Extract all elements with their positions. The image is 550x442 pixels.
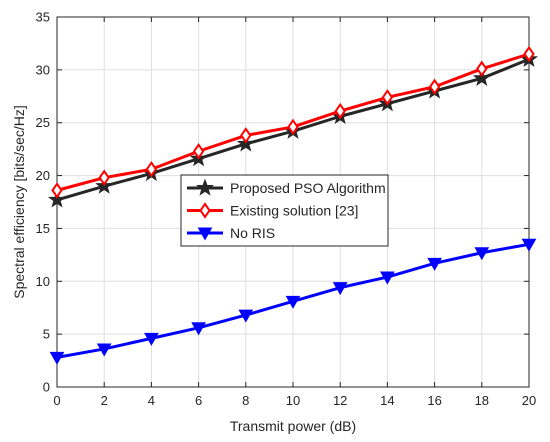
legend-label-proposed-pso-algorithm: Proposed PSO Algorithm [230,180,386,196]
y-tick-label: 10 [36,274,50,289]
y-tick-label: 25 [36,115,50,130]
legend-marker-existing-solution-23 [199,202,211,219]
data-point-existing-solution-23 [145,160,158,178]
x-axis-title: Transmit power (dB) [230,418,356,434]
data-point-existing-solution-23 [476,60,488,78]
legend-label-no-ris: No RIS [230,225,275,241]
data-point-existing-solution-23 [428,78,441,96]
axes: 0 2 4 6 8 10 12 14 16 18 20 0 5 10 15 20 25 30 35 [36,10,537,409]
x-tick-label: 2 [101,393,108,408]
data-point-no-ris [427,257,442,271]
data-point-existing-solution-23 [51,182,63,199]
legend: Proposed PSO Algorithm Existing solution … [180,174,389,247]
y-tick-label: 5 [43,327,50,342]
x-tick-label: 8 [242,393,249,408]
data-point-existing-solution-23 [334,102,346,120]
data-point-no-ris [521,238,537,252]
legend-marker-proposed-pso-algorithm [195,178,215,196]
data-point-no-ris [191,322,206,336]
x-tick-label: 6 [195,393,202,408]
x-tick-label: 18 [475,393,489,408]
data-point-existing-solution-23 [381,89,394,106]
data-point-proposed-pso-algorithm [472,68,491,86]
data-point-existing-solution-23 [240,127,252,144]
x-tick-label: 14 [380,393,394,408]
y-tick-label: 20 [36,168,50,183]
x-tick-label: 10 [286,393,300,408]
data-point-no-ris [474,247,490,261]
y-tick-label: 35 [36,10,50,25]
data-point-no-ris [332,282,348,296]
data-point-no-ris [380,271,395,285]
data-point-no-ris [96,343,112,357]
series-existing-solution-23 [51,45,535,199]
legend-label-existing-solution-23: Existing solution [23] [230,203,358,219]
x-tick-label: 0 [53,393,60,408]
data-point-no-ris [285,295,301,309]
data-point-no-ris [238,309,254,323]
data-point-existing-solution-23 [192,143,205,160]
y-tick-label: 30 [36,62,50,77]
y-tick-label: 0 [43,380,50,395]
data-point-proposed-pso-algorithm [47,190,67,208]
y-tick-label: 15 [36,221,50,236]
data-point-no-ris [144,332,159,346]
data-series [47,45,539,365]
legend-marker-no-ris [197,227,213,241]
x-tick-label: 12 [333,393,347,408]
x-tick-label: 16 [427,393,441,408]
data-point-no-ris [49,351,65,365]
x-tick-label: 4 [148,393,155,408]
data-point-existing-solution-23 [98,169,110,186]
x-tick-label: 20 [522,393,536,408]
y-axis-title: Spectral efficiency [bits/sec/Hz] [11,105,27,298]
data-point-existing-solution-23 [287,118,299,136]
series-no-ris [49,238,537,365]
data-point-existing-solution-23 [523,45,535,63]
